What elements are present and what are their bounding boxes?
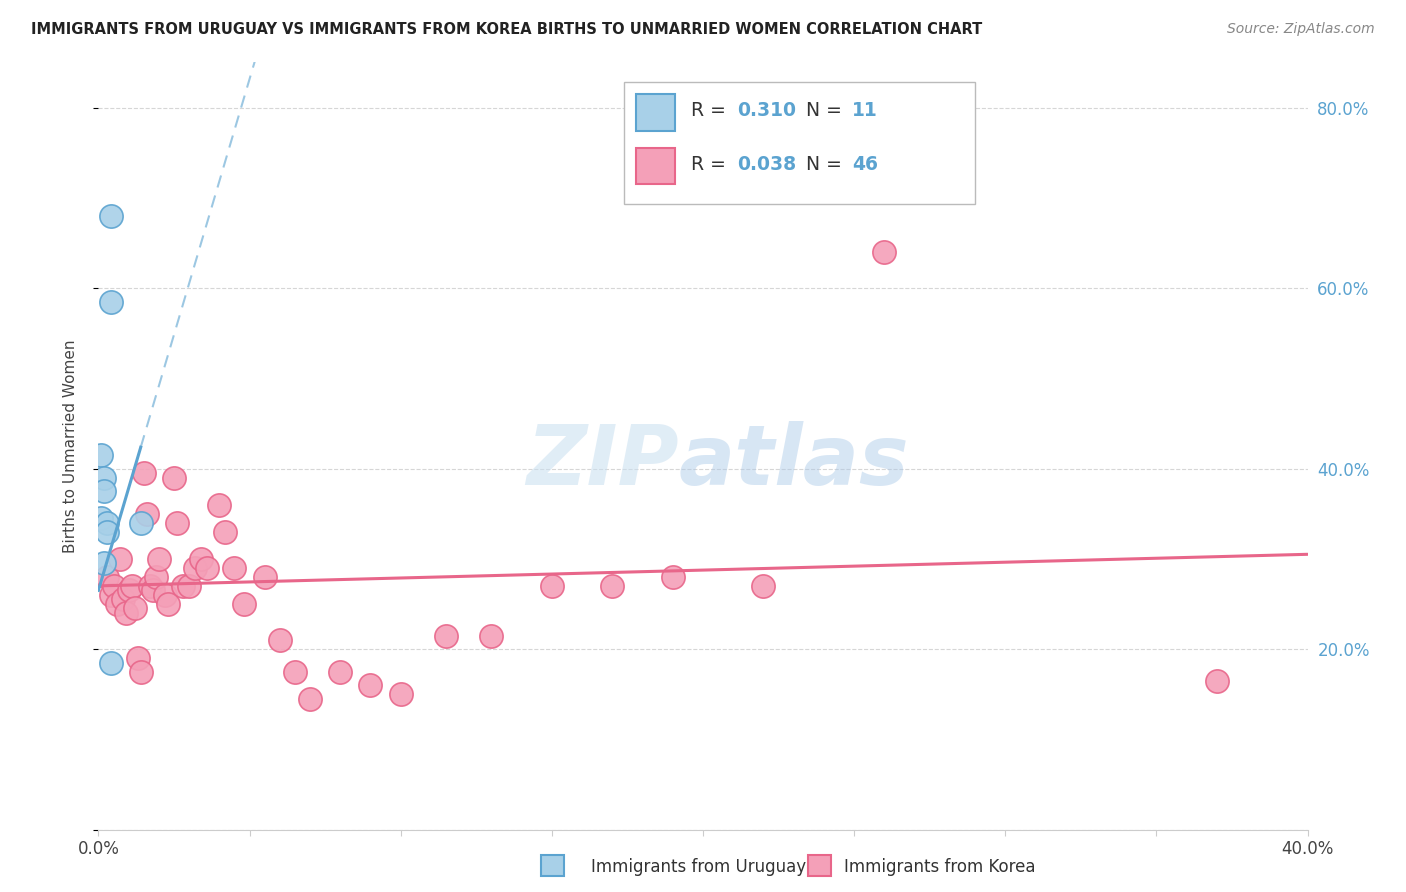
Text: 0.310: 0.310 <box>737 102 796 120</box>
Point <box>329 665 352 679</box>
Point <box>172 579 194 593</box>
Point <box>139 579 162 593</box>
Point <box>299 691 322 706</box>
Point <box>153 588 176 602</box>
Point <box>661 570 683 584</box>
Point <box>179 579 201 593</box>
Point <box>602 579 624 593</box>
Point <box>93 557 115 571</box>
FancyBboxPatch shape <box>637 94 675 131</box>
Text: Immigrants from Korea: Immigrants from Korea <box>844 858 1035 876</box>
Point <box>90 448 112 462</box>
Point <box>481 628 503 642</box>
Point <box>93 470 115 484</box>
Point <box>253 570 276 584</box>
Bar <box>808 855 831 876</box>
Point <box>156 597 179 611</box>
Point <box>96 570 118 584</box>
Text: N =: N = <box>806 155 848 174</box>
Point <box>100 656 122 670</box>
Point <box>142 583 165 598</box>
Point <box>752 579 775 593</box>
Text: 0.038: 0.038 <box>737 155 796 174</box>
Point <box>389 687 412 701</box>
Point <box>127 651 149 665</box>
Point <box>540 579 562 593</box>
Point <box>434 628 457 642</box>
Point <box>360 678 382 692</box>
Point <box>100 209 122 223</box>
Point <box>96 516 118 530</box>
Point <box>214 524 236 539</box>
Point <box>129 516 152 530</box>
Point <box>208 498 231 512</box>
Point <box>114 606 136 620</box>
Point <box>184 561 207 575</box>
Y-axis label: Births to Unmarried Women: Births to Unmarried Women <box>63 339 77 553</box>
Text: 46: 46 <box>852 155 877 174</box>
Point <box>163 470 186 484</box>
Text: Immigrants from Uruguay: Immigrants from Uruguay <box>591 858 806 876</box>
Point <box>232 597 254 611</box>
Point <box>284 665 307 679</box>
Text: Source: ZipAtlas.com: Source: ZipAtlas.com <box>1227 22 1375 37</box>
Point <box>190 551 212 566</box>
Point <box>873 244 896 259</box>
Point <box>118 583 141 598</box>
Point <box>124 601 146 615</box>
Point <box>195 561 218 575</box>
Text: ZIP: ZIP <box>526 421 679 502</box>
Point <box>103 579 125 593</box>
Text: R =: R = <box>690 155 731 174</box>
Point <box>121 579 143 593</box>
Point <box>132 466 155 480</box>
Text: R =: R = <box>690 102 731 120</box>
FancyBboxPatch shape <box>624 81 976 204</box>
Point <box>1206 673 1229 688</box>
Point <box>269 633 291 648</box>
Text: N =: N = <box>806 102 848 120</box>
Point <box>224 561 246 575</box>
Point <box>108 551 131 566</box>
Point <box>166 516 188 530</box>
Text: 11: 11 <box>852 102 877 120</box>
Text: IMMIGRANTS FROM URUGUAY VS IMMIGRANTS FROM KOREA BIRTHS TO UNMARRIED WOMEN CORRE: IMMIGRANTS FROM URUGUAY VS IMMIGRANTS FR… <box>31 22 983 37</box>
FancyBboxPatch shape <box>637 147 675 185</box>
Point <box>148 551 170 566</box>
Bar <box>541 855 564 876</box>
Point <box>93 484 115 499</box>
Text: atlas: atlas <box>679 421 910 502</box>
Point <box>129 665 152 679</box>
Point <box>100 588 122 602</box>
Point <box>135 507 157 521</box>
Point <box>90 511 112 525</box>
Point <box>145 570 167 584</box>
Point <box>105 597 128 611</box>
Point <box>96 524 118 539</box>
Point <box>111 592 134 607</box>
Point <box>100 294 122 309</box>
